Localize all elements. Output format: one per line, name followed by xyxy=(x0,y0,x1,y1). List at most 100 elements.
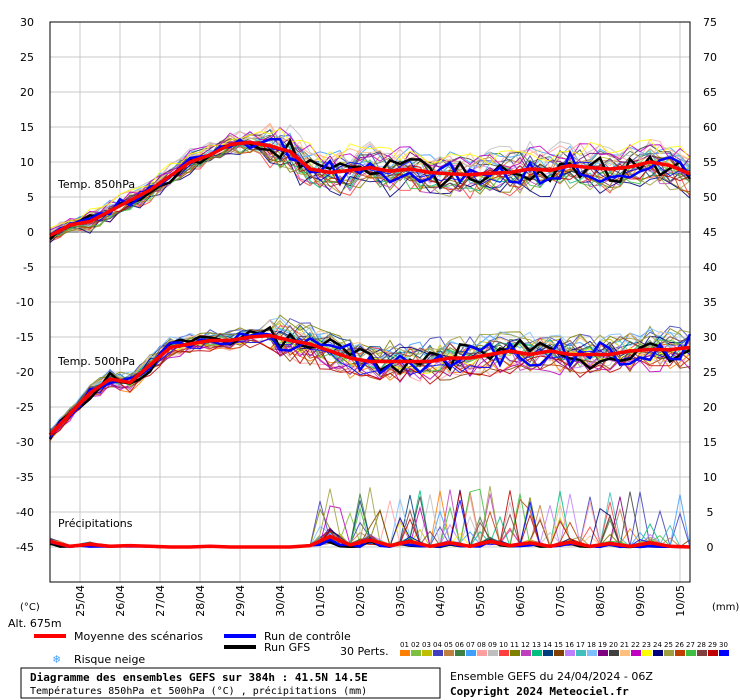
legend-mean-label: Moyenne des scénarios xyxy=(74,630,203,643)
y-left-tick-label: 20 xyxy=(20,86,34,99)
member-legend-id: 04 xyxy=(433,641,442,649)
member-legend-id: 27 xyxy=(686,641,695,649)
member-legend-id: 03 xyxy=(422,641,431,649)
y-left-tick-label: 15 xyxy=(20,121,34,134)
member-15-t500-line xyxy=(49,337,691,437)
member-legend-id: 25 xyxy=(664,641,673,649)
member-legend-id: 28 xyxy=(697,641,706,649)
altitude-label: Alt. 675m xyxy=(8,617,62,630)
ensemble-run-label: Ensemble GEFS du 24/04/2024 - 06Z xyxy=(450,670,653,683)
y-right-tick-label: 25 xyxy=(703,366,717,379)
y-right-tick-label: 15 xyxy=(703,436,717,449)
y-left-tick-label: -30 xyxy=(16,436,34,449)
member-legend-id: 29 xyxy=(708,641,717,649)
mean-t850-line xyxy=(49,140,691,238)
member-legend-swatch xyxy=(444,650,454,656)
member-legend-id: 11 xyxy=(510,641,519,649)
member-legend-swatch xyxy=(609,650,619,656)
y-left-tick-label: 30 xyxy=(20,16,34,29)
y-left-tick-label: -40 xyxy=(16,506,34,519)
member-legend-swatch xyxy=(675,650,685,656)
y-left-tick-label: -15 xyxy=(16,331,34,344)
main-series xyxy=(48,137,692,549)
member-legend-swatch xyxy=(631,650,641,656)
y-left-tick-label: -20 xyxy=(16,366,34,379)
y-right-tick-label: 35 xyxy=(703,296,717,309)
member-legend-swatch xyxy=(719,650,729,656)
y-right-tick-label: 20 xyxy=(703,401,717,414)
member-legend-swatch xyxy=(653,650,663,656)
legend-snow-label: Risque neige xyxy=(74,653,145,666)
x-tick-label: 02/05 xyxy=(354,585,367,617)
grid xyxy=(50,21,690,582)
member-legend-id: 22 xyxy=(631,641,640,649)
copyright-label: Copyright 2024 Meteociel.fr xyxy=(450,685,629,698)
member-legend-id: 17 xyxy=(576,641,585,649)
mean-precip-line xyxy=(49,534,691,549)
member-legend-swatch xyxy=(543,650,553,656)
y-right-tick-label: 45 xyxy=(703,226,717,239)
member-legend-swatch xyxy=(565,650,575,656)
member-legend-swatch xyxy=(521,650,531,656)
x-tick-label: 05/05 xyxy=(474,585,487,617)
x-tick-label: 03/05 xyxy=(394,585,407,617)
member-legend-id: 02 xyxy=(411,641,420,649)
member-legend-swatch xyxy=(532,650,542,656)
member-legend-id: 26 xyxy=(675,641,684,649)
member-legend-swatch xyxy=(510,650,520,656)
member-legend-swatch xyxy=(488,650,498,656)
member-legend-swatch xyxy=(477,650,487,656)
member-legend-swatch xyxy=(576,650,586,656)
panel-label-precip: Précipitations xyxy=(58,517,133,530)
member-legend-id: 12 xyxy=(521,641,530,649)
member-legend-swatch xyxy=(433,650,443,656)
x-tick-label: 26/04 xyxy=(114,585,127,617)
member-legend-swatch xyxy=(708,650,718,656)
y-right-tick-label: 30 xyxy=(703,331,717,344)
y-right-tick-label: 60 xyxy=(703,121,717,134)
y-left-tick-label: 25 xyxy=(20,51,34,64)
x-tick-label: 25/04 xyxy=(74,585,87,617)
y-right-tick-label: 10 xyxy=(703,471,717,484)
y-right-tick-label: 65 xyxy=(703,86,717,99)
member-legend-id: 15 xyxy=(554,641,563,649)
title-box xyxy=(20,667,441,699)
member-legend-id: 21 xyxy=(620,641,629,649)
member-23-t850-line xyxy=(49,128,691,229)
legend-control-label: Run de contrôle xyxy=(264,630,351,643)
member-24-t850-line xyxy=(49,144,691,244)
y-left-tick-label: 0 xyxy=(27,226,34,239)
member-legend-swatch xyxy=(686,650,696,656)
member-legend-swatch xyxy=(598,650,608,656)
member-legend-id: 05 xyxy=(444,641,453,649)
y-right-tick-label: 55 xyxy=(703,156,717,169)
member-legend-swatch xyxy=(554,650,564,656)
x-tick-label: 30/04 xyxy=(274,585,287,617)
member-legend-id: 13 xyxy=(532,641,541,649)
member-legend-swatch xyxy=(620,650,630,656)
member-legend-id: 19 xyxy=(598,641,607,649)
member-legend-id: 08 xyxy=(477,641,486,649)
y-left-tick-label: -35 xyxy=(16,471,34,484)
x-tick-label: 28/04 xyxy=(194,585,207,617)
x-tick-label: 29/04 xyxy=(234,585,247,617)
member-legend-id: 30 xyxy=(719,641,728,649)
member-22-t850-line xyxy=(49,127,691,231)
x-tick-label: 06/05 xyxy=(514,585,527,617)
member-legend-swatch xyxy=(411,650,421,656)
member-legend-id: 24 xyxy=(653,641,662,649)
member-legend-id: 20 xyxy=(609,641,618,649)
member-30-t500-line xyxy=(49,337,691,435)
y-left-tick-label: -45 xyxy=(16,541,34,554)
member-legend-swatch xyxy=(422,650,432,656)
member-legend-id: 14 xyxy=(543,641,552,649)
x-tick-label: 07/05 xyxy=(554,585,567,617)
member-19-t850-line xyxy=(49,135,691,237)
member-legend-id: 23 xyxy=(642,641,651,649)
member-legend-id: 07 xyxy=(466,641,475,649)
x-tick-label: 01/05 xyxy=(314,585,327,617)
member-legend-id: 16 xyxy=(565,641,574,649)
x-tick-label: 10/05 xyxy=(674,585,687,617)
y-right-unit: (mm) xyxy=(712,602,739,613)
